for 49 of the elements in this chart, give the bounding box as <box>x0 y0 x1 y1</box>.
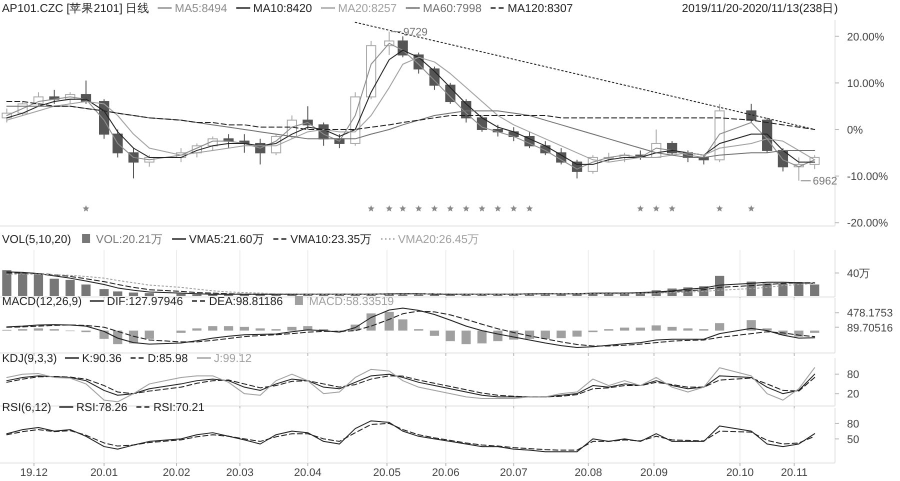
y-tick-label: -10.00% <box>847 171 888 184</box>
x-tick-label: 20.07 <box>500 467 528 479</box>
y-tick-label: 0% <box>847 124 864 136</box>
x-tick-label: 20.10 <box>726 467 754 479</box>
x-tick-label: 20.01 <box>90 467 118 479</box>
y-tick-label: -20.00% <box>847 218 888 230</box>
y-tick-label: 40万 <box>847 268 870 280</box>
legend-label: MA20:8257 <box>338 3 397 15</box>
legend-label: MA5:8494 <box>174 3 228 15</box>
x-tick-label: 20.03 <box>226 467 254 479</box>
y-tick-label: 10.00% <box>847 78 885 90</box>
y-tick-label: 80 <box>847 369 860 382</box>
legend-label: K:90.36 <box>82 353 122 365</box>
legend-label: DEA:98.81186 <box>208 296 283 308</box>
legend-label: DIF:127.97946 <box>106 296 183 308</box>
legend-label: VMA5:21.60万 <box>189 233 264 246</box>
legend-label: MACD:58.33519 <box>308 296 394 308</box>
legend-label: MA60:7998 <box>422 3 482 15</box>
legend-label: VMA20:26.45万 <box>398 233 480 246</box>
chart-subtitle: 2019/11/20-2020/11/13(238日) <box>682 2 838 15</box>
annotation: 9729 <box>403 26 428 39</box>
chart-title: RSI(6,12) <box>2 402 52 414</box>
y-tick-label: 89.70516 <box>847 322 893 334</box>
x-tick-label: 20.04 <box>294 467 322 479</box>
x-tick-label: 20.09 <box>640 467 668 479</box>
legend-label: RSI:70.21 <box>153 402 205 414</box>
x-tick-label: 19.12 <box>20 467 48 479</box>
y-tick-label: 20 <box>847 388 860 401</box>
legend-label: VMA10:23.35万 <box>290 233 372 246</box>
x-tick-label: 20.06 <box>432 467 460 479</box>
y-tick-label: 20.00% <box>847 31 885 44</box>
legend-label: MA10:8420 <box>253 3 312 15</box>
y-tick-label: 80 <box>847 418 860 430</box>
legend-label: MA120:8307 <box>508 3 573 15</box>
legend-label: J:99.12 <box>214 353 252 365</box>
x-tick-label: 20.11 <box>780 467 808 479</box>
y-tick-label: 50 <box>847 434 860 446</box>
x-tick-label: 20.05 <box>373 467 401 479</box>
y-tick-label: 478.1753 <box>847 308 893 320</box>
legend-label: D:85.98 <box>148 353 188 365</box>
chart-title: KDJ(9,3,3) <box>2 353 58 365</box>
chart-title: AP101.CZC [苹果2101] 日线 <box>2 2 150 15</box>
chart-title: MACD(12,26,9) <box>2 296 82 308</box>
legend-label: RSI:78.26 <box>76 402 128 414</box>
legend-label: VOL:20.21万 <box>96 233 164 246</box>
chart-title: VOL(5,10,20) <box>2 234 72 246</box>
x-tick-label: 20.02 <box>162 467 190 479</box>
annotation: 6962 <box>812 176 838 188</box>
x-tick-label: 20.08 <box>574 467 602 479</box>
